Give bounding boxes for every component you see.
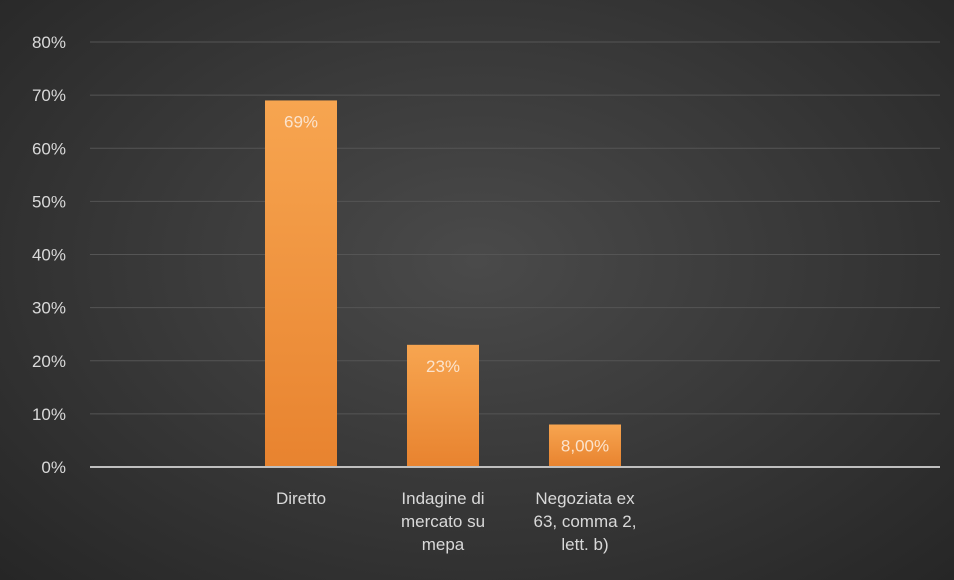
y-axis: 0% 10% 20% 30% 40% 50% 60% 70% 80% (32, 33, 66, 477)
category-label-line: 63, comma 2, (534, 512, 637, 531)
x-axis: Diretto Indagine di mercato su mepa Negoziat… (276, 489, 637, 554)
y-tick-label: 80% (32, 33, 66, 52)
category-label-line: Diretto (276, 489, 326, 508)
category-label-line: mepa (422, 535, 465, 554)
y-tick-label: 20% (32, 352, 66, 371)
category-label: Diretto (276, 489, 326, 508)
data-label: 8,00% (561, 437, 609, 456)
data-labels: 69% 23% 8,00% (284, 112, 609, 455)
bar (549, 424, 621, 467)
bar (407, 344, 479, 467)
y-tick-label: 10% (32, 405, 66, 424)
category-label: Negoziata ex 63, comma 2, lett. b) (534, 489, 637, 554)
y-tick-label: 60% (32, 139, 66, 158)
data-label: 69% (284, 112, 318, 131)
y-tick-label: 70% (32, 86, 66, 105)
category-label-line: Indagine di (401, 489, 484, 508)
data-label: 23% (426, 357, 460, 376)
y-tick-label: 50% (32, 192, 66, 211)
bar (265, 100, 337, 467)
y-tick-label: 0% (41, 458, 66, 477)
category-label-line: Negoziata ex (535, 489, 635, 508)
category-label-line: lett. b) (561, 535, 608, 554)
grid-layer (90, 41, 940, 415)
category-label-line: mercato su (401, 512, 485, 531)
category-label: Indagine di mercato su mepa (401, 489, 485, 554)
y-tick-label: 40% (32, 246, 66, 265)
y-tick-label: 30% (32, 299, 66, 318)
bars (265, 100, 621, 467)
